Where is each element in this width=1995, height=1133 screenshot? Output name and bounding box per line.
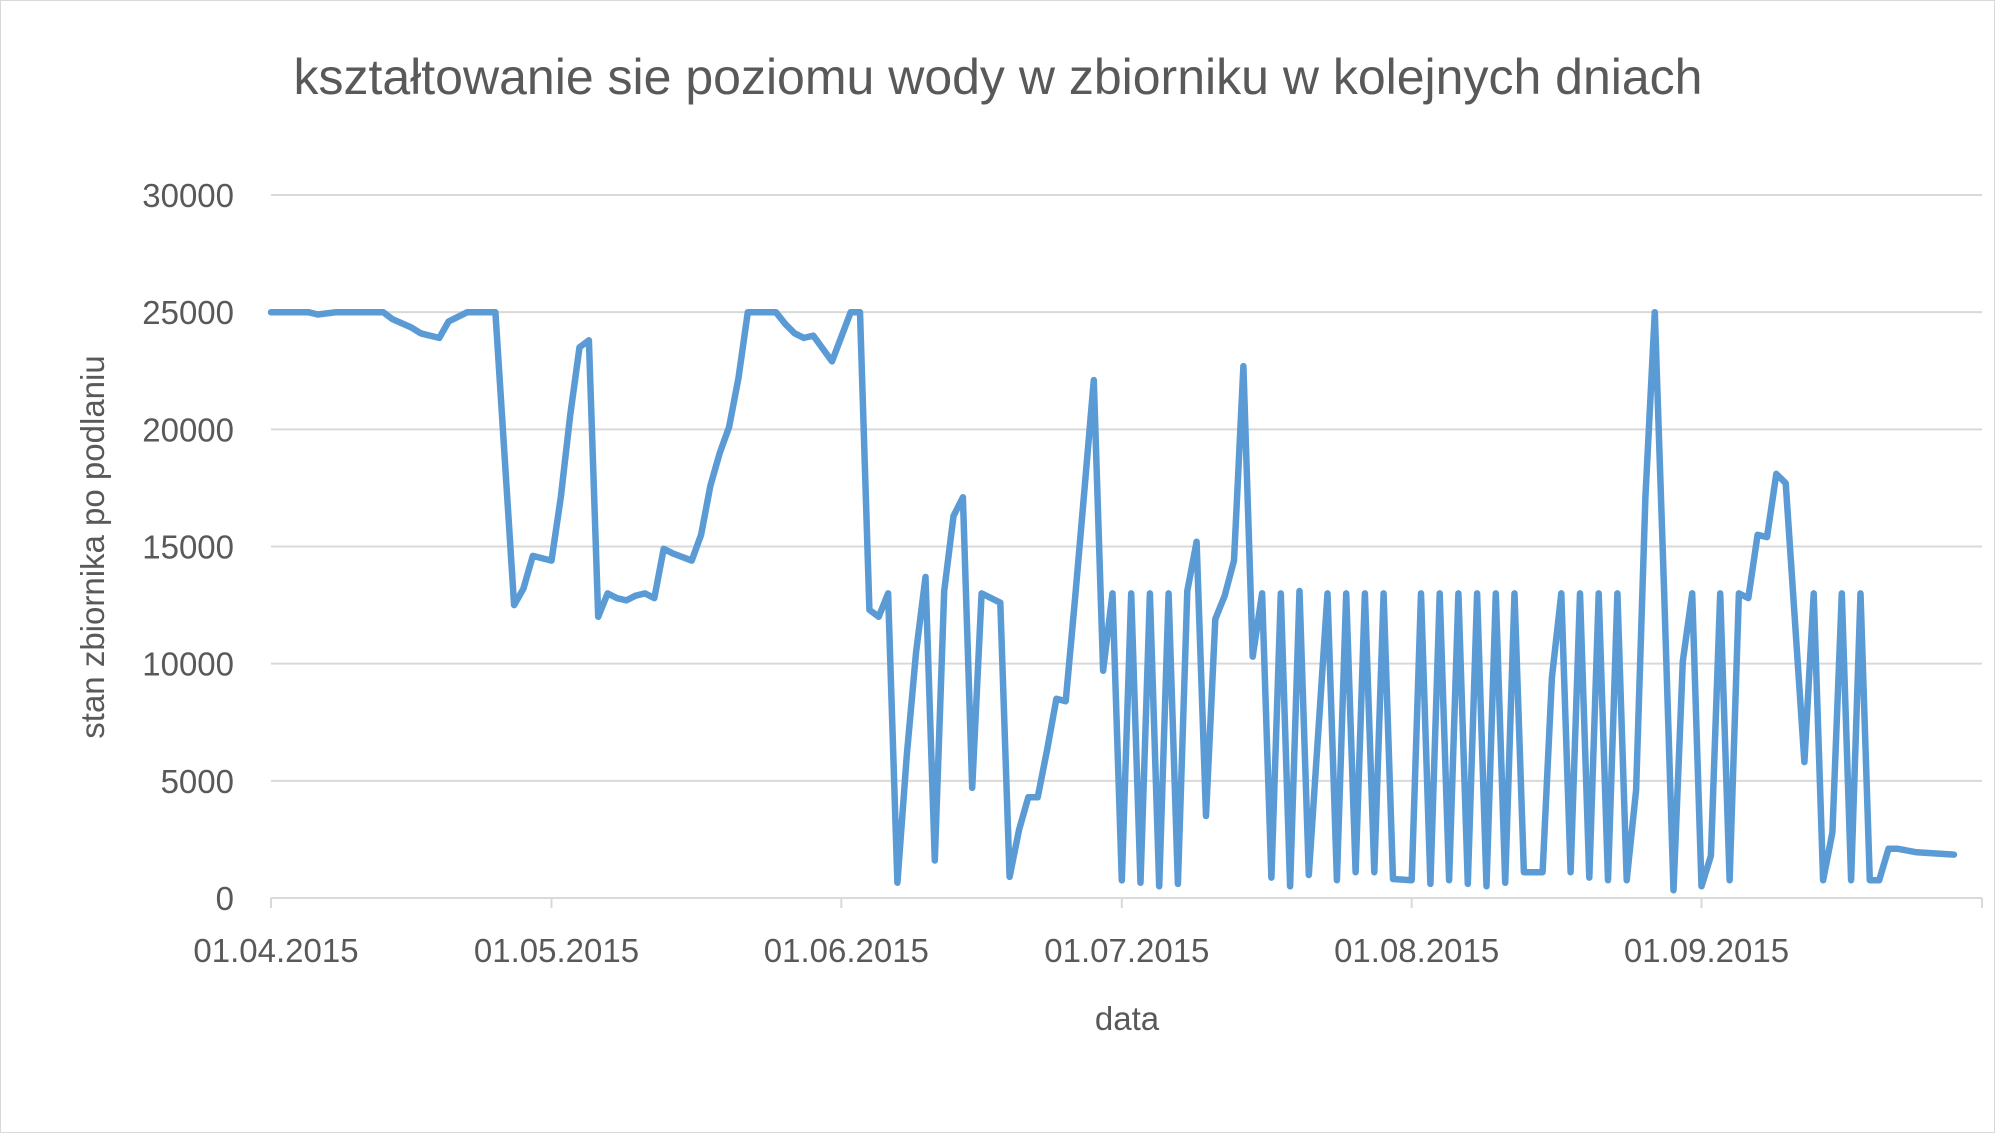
- y-tick-label: 20000: [142, 411, 234, 448]
- y-axis-title: stan zbiornika po podlaniu: [74, 355, 111, 738]
- x-axis-title: data: [1095, 1000, 1160, 1037]
- y-tick-label: 25000: [142, 294, 234, 331]
- x-tick-label: 01.09.2015: [1624, 932, 1789, 969]
- y-tick-label: 15000: [142, 529, 234, 566]
- y-tick-label: 5000: [161, 763, 234, 800]
- x-tick-label: 01.07.2015: [1044, 932, 1209, 969]
- chart-title: kształtowanie sie poziomu wody w zbiorni…: [293, 49, 1703, 105]
- x-tick-label: 01.08.2015: [1334, 932, 1499, 969]
- y-tick-label: 0: [216, 880, 234, 917]
- y-tick-label: 30000: [142, 177, 234, 214]
- data-line: [267, 308, 1958, 894]
- x-tick-label: 01.04.2015: [193, 932, 358, 969]
- y-tick-label: 10000: [142, 646, 234, 683]
- x-tick-label: 01.05.2015: [474, 932, 639, 969]
- x-tick-label: 01.06.2015: [764, 932, 929, 969]
